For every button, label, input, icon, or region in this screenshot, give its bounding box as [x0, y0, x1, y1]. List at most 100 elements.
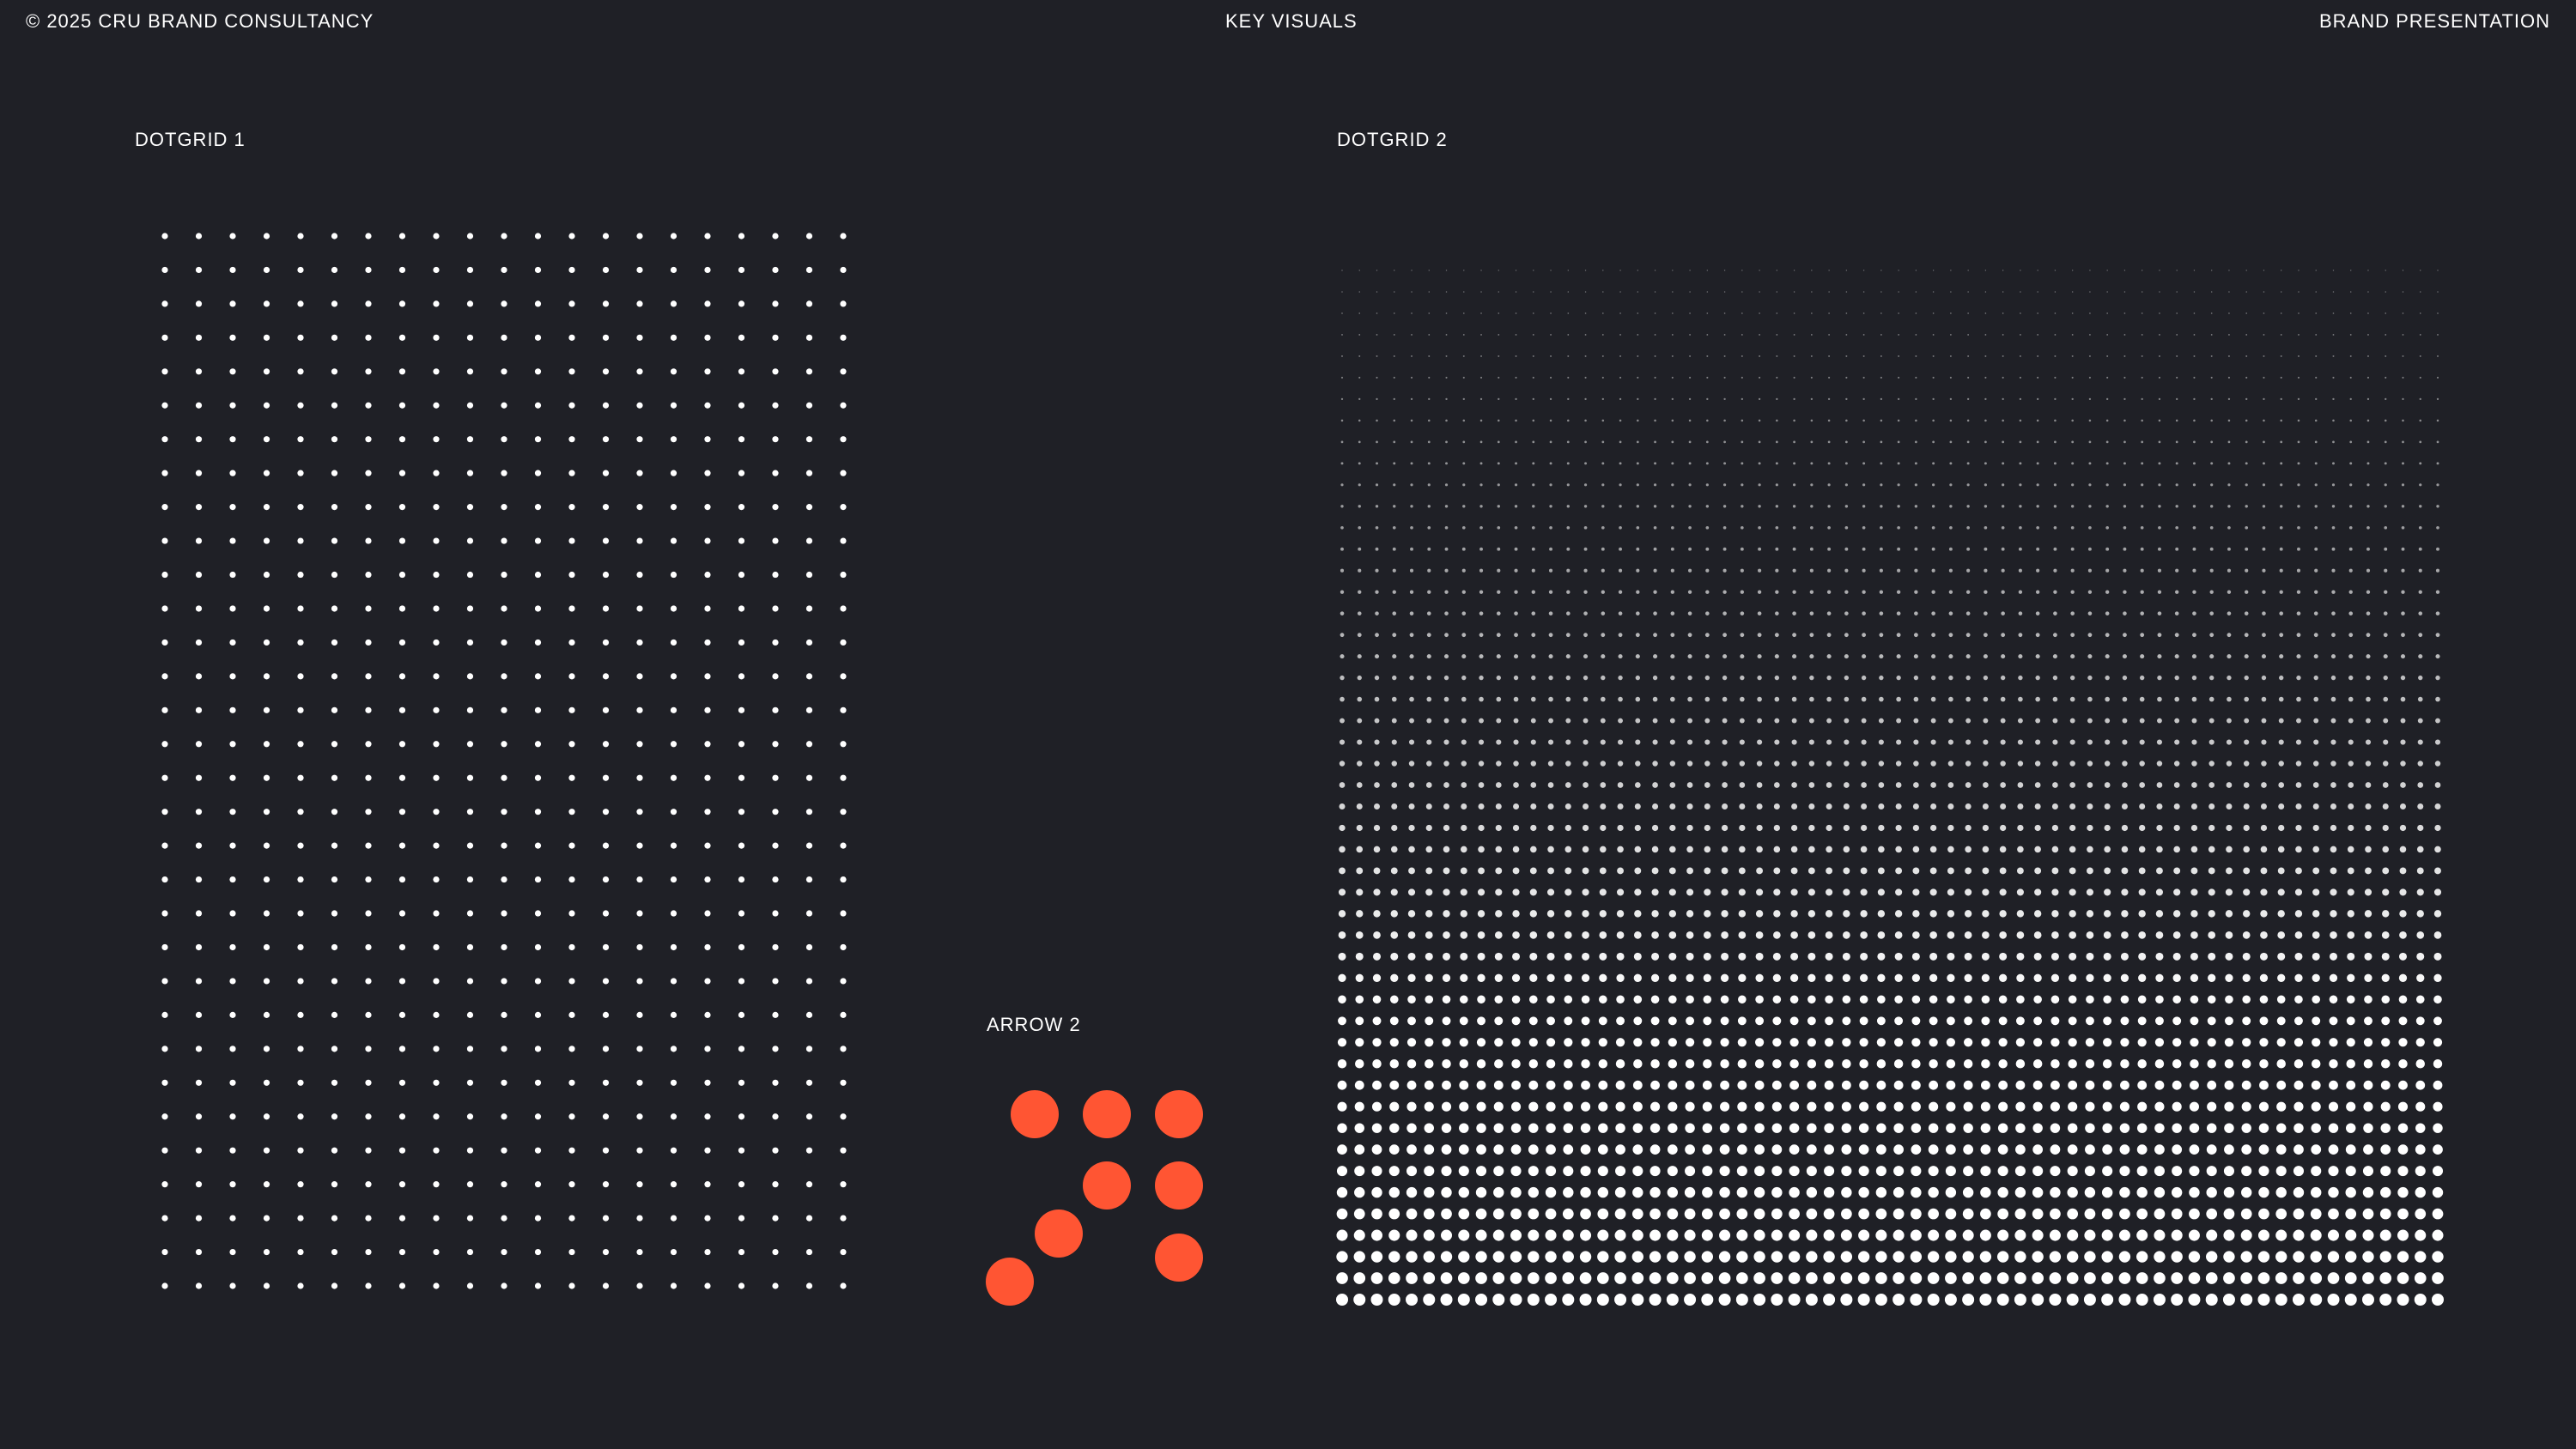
- dotgrid-2-dot: [1515, 355, 1517, 357]
- dotgrid-2-dot: [1615, 1123, 1625, 1133]
- dotgrid-1-dot: [704, 1248, 711, 1256]
- dotgrid-1-dot: [602, 639, 610, 646]
- dotgrid-2-dot: [1807, 952, 1816, 961]
- dotgrid-2-dot: [2278, 782, 2285, 788]
- dotgrid-2-dot: [2069, 910, 2076, 918]
- dotgrid-2-dot: [2311, 1058, 2321, 1069]
- dotgrid-2-dot: [1776, 376, 1778, 379]
- dotgrid-2-dot: [1793, 440, 1795, 444]
- dotgrid-2-dot: [2260, 888, 2268, 896]
- dotgrid-2-dot: [1896, 718, 1902, 724]
- dotgrid-2-dot: [1877, 973, 1886, 982]
- dotgrid-2-dot: [1494, 973, 1503, 982]
- dotgrid-2-dot: [2159, 291, 2160, 293]
- dotgrid-2-dot: [2033, 952, 2042, 961]
- dotgrid-2-dot: [1949, 334, 1952, 336]
- dotgrid-2-dot: [2398, 1080, 2408, 1090]
- dotgrid-2-dot: [1982, 803, 1989, 809]
- dotgrid-2-dot: [1739, 846, 1746, 853]
- dotgrid-2-dot: [2015, 1058, 2026, 1069]
- dotgrid-2-dot: [1567, 355, 1570, 357]
- dotgrid-2-dot: [1340, 568, 1345, 573]
- dotgrid-2-dot: [2382, 782, 2389, 788]
- dotgrid-2-dot: [2296, 633, 2301, 638]
- dotgrid-2-dot: [2102, 1101, 2112, 1112]
- dotgrid-2-dot: [1911, 1101, 1921, 1112]
- dotgrid-2-dot: [1740, 547, 1744, 551]
- dotgrid-1-dot: [297, 1011, 304, 1018]
- dotgrid-2-dot: [2243, 824, 2250, 832]
- dotgrid-1-dot: [772, 774, 779, 781]
- dotgrid-2-dot: [1618, 696, 1623, 702]
- dotgrid-2-dot: [1757, 633, 1762, 638]
- dotgrid-2-dot: [2174, 739, 2180, 745]
- dotgrid-2-dot: [2362, 1208, 2374, 1220]
- dotgrid-2-dot: [1654, 419, 1656, 422]
- dotgrid-2-dot: [1670, 654, 1675, 659]
- dotgrid-2-dot: [2190, 1080, 2199, 1090]
- dotgrid-2-dot: [2210, 483, 2214, 487]
- dotgrid-2-dot: [2070, 525, 2075, 530]
- dotgrid-1-dot: [501, 876, 507, 883]
- dotgrid-2-dot: [2277, 846, 2285, 853]
- dotgrid-2-dot: [2210, 397, 2213, 401]
- dotgrid-2-dot: [1424, 1166, 1435, 1177]
- dotgrid-2-dot: [1426, 739, 1432, 745]
- dotgrid-2-dot: [2382, 867, 2390, 875]
- dotgrid-1-dot: [398, 774, 406, 781]
- dotgrid-1-dot: [263, 605, 270, 612]
- dotgrid-2-dot: [1789, 1101, 1800, 1112]
- dotgrid-2-dot: [2037, 355, 2039, 357]
- dotgrid-2-dot: [2346, 1123, 2356, 1133]
- dotgrid-2-dot: [1810, 525, 1814, 530]
- dotgrid-2-dot: [1406, 1208, 1418, 1220]
- dotgrid-2-dot: [1772, 973, 1781, 982]
- dotgrid-1-dot: [840, 943, 847, 951]
- dotgrid-1-dot: [195, 910, 203, 917]
- dotgrid-2-dot: [1618, 590, 1623, 594]
- dotgrid-2-dot: [1741, 419, 1744, 422]
- dotgrid-2-dot: [1999, 846, 2007, 853]
- dotgrid-2-dot: [2364, 952, 2372, 961]
- dotgrid-2-dot: [2071, 483, 2075, 487]
- dotgrid-1-dot: [365, 774, 372, 781]
- dotgrid-2-dot: [1792, 633, 1797, 638]
- dotgrid-2-dot: [1948, 547, 1953, 551]
- dotgrid-1-dot: [297, 402, 304, 409]
- dotgrid-2-dot: [1441, 1101, 1452, 1112]
- dotgrid-2-dot: [1651, 846, 1659, 853]
- dotgrid-2-dot: [1792, 590, 1796, 594]
- dotgrid-1-dot: [772, 368, 779, 375]
- dotgrid-2-dot: [2210, 505, 2214, 508]
- dotgrid-2-dot: [2175, 568, 2179, 573]
- dotgrid-2-dot: [2397, 1123, 2409, 1133]
- dotgrid-2-dot: [2193, 312, 2196, 314]
- dotgrid-2-dot: [1410, 483, 1413, 487]
- dotgrid-2-dot: [1688, 568, 1692, 573]
- dotgrid-1-dot: [636, 571, 643, 579]
- dotgrid-1-dot: [501, 706, 507, 713]
- dotgrid-2-dot: [2158, 355, 2160, 357]
- dotgrid-2-dot: [1376, 334, 1378, 336]
- dotgrid-2-dot: [1791, 718, 1797, 724]
- dotgrid-2-dot: [1376, 355, 1378, 357]
- dotgrid-2-dot: [1984, 505, 1988, 508]
- dotgrid-1-dot: [738, 673, 745, 680]
- dotgrid-2-dot: [2293, 1186, 2305, 1198]
- dotgrid-1-dot: [568, 1248, 575, 1256]
- dotgrid-2-dot: [1357, 675, 1362, 681]
- dotgrid-2-dot: [2380, 1101, 2391, 1112]
- dotgrid-2-dot: [1756, 846, 1763, 853]
- dotgrid-2-dot: [1478, 739, 1485, 745]
- dotgrid-2-dot: [2089, 291, 2091, 293]
- dotgrid-2-dot: [1703, 931, 1711, 939]
- dotgrid-2-dot: [1809, 696, 1814, 702]
- dotgrid-2-dot: [2312, 1016, 2321, 1026]
- dotgrid-1-dot: [738, 571, 745, 579]
- dotgrid-2-dot: [1425, 824, 1432, 832]
- dotgrid-2-dot: [1546, 931, 1555, 939]
- dotgrid-2-dot: [2191, 761, 2197, 767]
- dotgrid-2-dot: [1946, 1080, 1956, 1090]
- dotgrid-2-dot: [2104, 761, 2111, 767]
- dotgrid-2-dot: [2362, 1186, 2374, 1198]
